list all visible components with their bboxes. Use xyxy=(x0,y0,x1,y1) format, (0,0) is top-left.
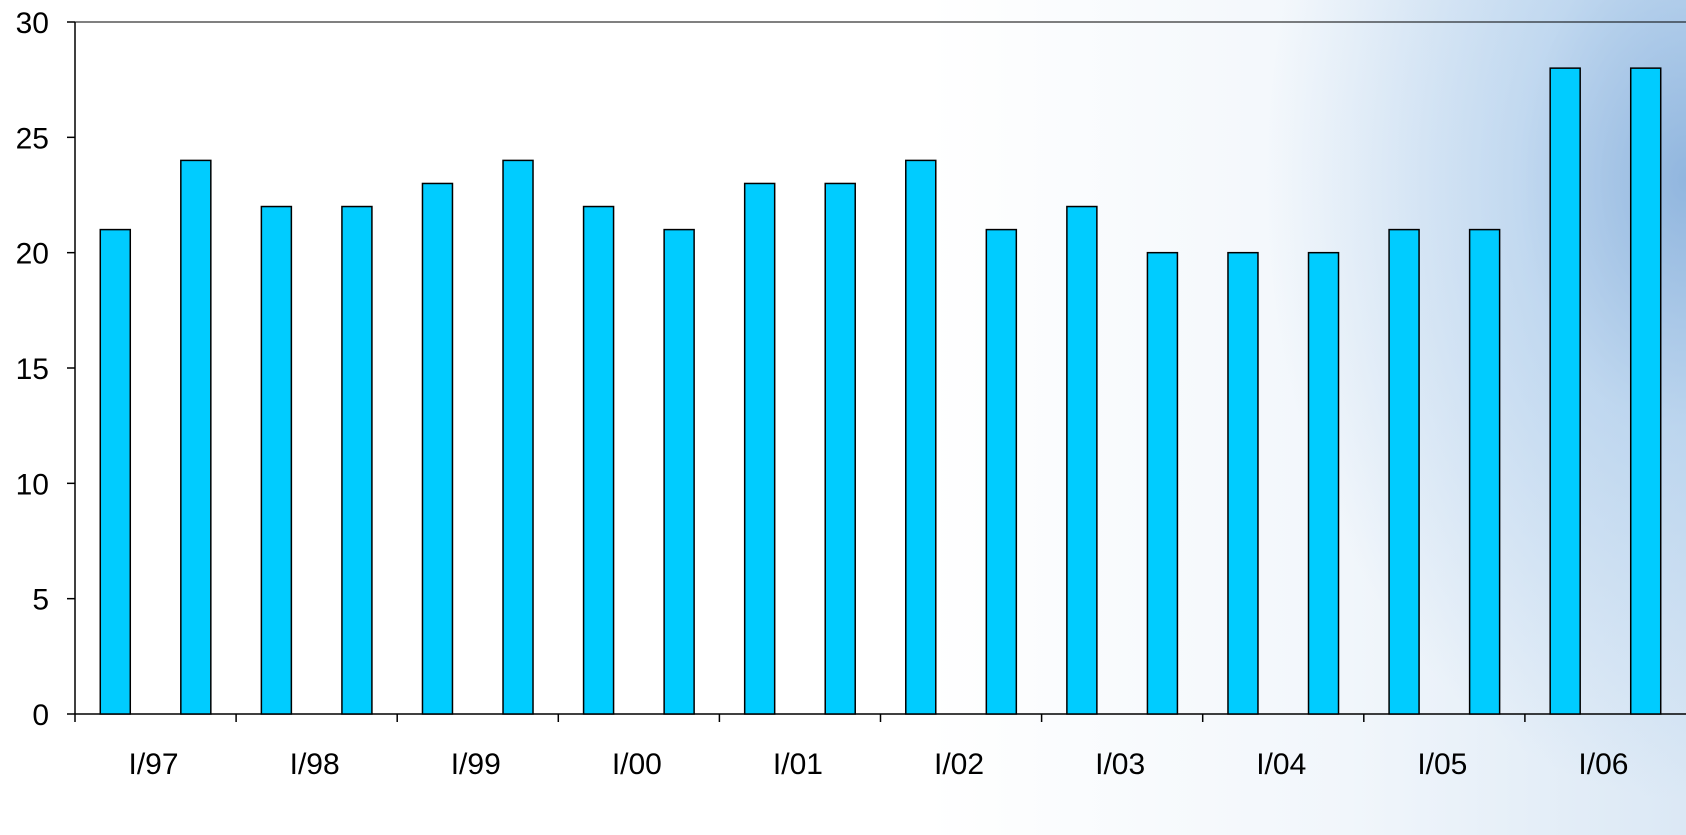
chart-bars xyxy=(99,67,1662,715)
x-axis-tick-labels: I/97 I/98 I/99 I/00 I/01 I/02 I/03 I/04 I/05 I/06 xyxy=(129,748,1629,781)
bar xyxy=(1307,251,1340,715)
bar xyxy=(985,228,1018,715)
bar xyxy=(582,205,615,715)
bar xyxy=(1549,67,1581,715)
y-tick-label: 5 xyxy=(32,584,49,617)
y-tick-label: 10 xyxy=(16,468,49,501)
bar xyxy=(1468,228,1501,715)
x-tick-label: I/01 xyxy=(773,748,823,781)
x-tick-label: I/02 xyxy=(934,748,984,781)
y-tick-label: 0 xyxy=(32,699,49,732)
x-tick-label: I/06 xyxy=(1578,748,1628,781)
bar xyxy=(824,182,856,715)
bar xyxy=(1146,251,1179,715)
bar xyxy=(1629,67,1662,715)
bar xyxy=(421,182,454,715)
bar xyxy=(341,205,373,715)
y-tick-label: 15 xyxy=(16,353,49,386)
bar xyxy=(905,159,937,715)
bar xyxy=(1227,251,1259,715)
x-tick-label: I/03 xyxy=(1095,748,1145,781)
x-tick-label: I/04 xyxy=(1256,748,1306,781)
y-tick-label: 25 xyxy=(16,122,49,155)
y-tick-label: 20 xyxy=(16,238,49,271)
bar xyxy=(1388,228,1420,715)
y-axis-tick-labels: 0 5 10 15 20 25 30 xyxy=(16,7,49,732)
bar xyxy=(743,182,776,715)
chart-axes xyxy=(67,21,1686,722)
x-tick-label: I/99 xyxy=(451,748,501,781)
bar xyxy=(502,159,534,715)
x-tick-label: I/00 xyxy=(612,748,662,781)
x-tick-label: I/98 xyxy=(290,748,340,781)
bar xyxy=(99,228,132,715)
x-tick-label: I/05 xyxy=(1417,748,1467,781)
bar xyxy=(663,228,695,715)
bar xyxy=(180,159,212,715)
bar xyxy=(1066,205,1098,715)
x-tick-label: I/97 xyxy=(129,748,179,781)
bar xyxy=(260,205,293,715)
y-tick-label: 30 xyxy=(16,7,49,40)
